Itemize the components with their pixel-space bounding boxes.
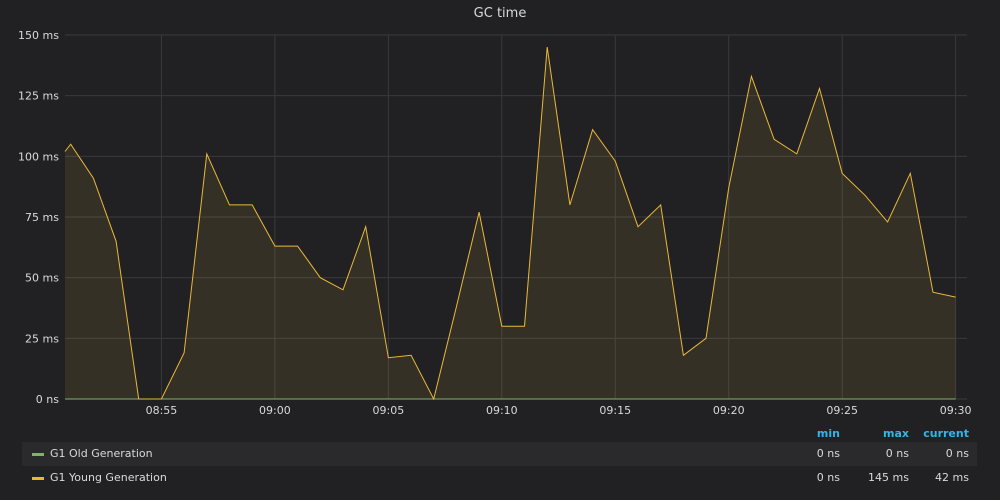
panel-title: GC time	[473, 6, 527, 21]
chart-lines	[64, 47, 956, 401]
x-tick-label: 09:10	[486, 404, 518, 417]
y-tick-label: 75 ms	[25, 211, 59, 224]
series-area-1	[65, 47, 956, 399]
x-tick-label: 09:15	[599, 404, 631, 417]
y-tick-label: 50 ms	[25, 272, 59, 285]
legend-swatch-g1-old	[32, 453, 44, 456]
legend-min-value: 0 ns	[816, 471, 840, 484]
x-tick-label: 09:05	[373, 404, 405, 417]
x-axis-ticks: 08:55 09:00 09:05 09:10 09:15 09:20 09:25 09:30	[146, 404, 972, 417]
legend-series-name[interactable]: G1 Young Generation	[50, 471, 167, 484]
legend-header-min[interactable]: min	[816, 427, 840, 440]
x-tick-label: 09:20	[713, 404, 745, 417]
legend-row-g1-young[interactable]: G1 Young Generation 0 ns 145 ms 42 ms	[22, 466, 977, 490]
legend-row-g1-old[interactable]: G1 Old Generation 0 ns 0 ns 0 ns	[22, 442, 977, 466]
legend-series-name[interactable]: G1 Old Generation	[50, 447, 153, 460]
legend-header-max[interactable]: max	[883, 427, 909, 440]
y-axis-ticks: 0 ns 25 ms 50 ms 75 ms 100 ms 125 ms 150 ms	[18, 29, 59, 406]
x-tick-label: 08:55	[146, 404, 178, 417]
legend-header-current[interactable]: current	[923, 427, 969, 440]
x-tick-label: 09:30	[940, 404, 972, 417]
legend-current-value: 0 ns	[945, 447, 969, 460]
chart-areas	[65, 47, 956, 399]
legend-current-value: 42 ms	[935, 471, 969, 484]
series-line-1	[64, 47, 956, 401]
gc-time-chart: 0 ns 25 ms 50 ms 75 ms 100 ms 125 ms 150 ms 08…	[18, 29, 972, 417]
y-tick-label: 150 ms	[18, 29, 59, 42]
y-tick-label: 125 ms	[18, 90, 59, 103]
x-tick-label: 09:25	[826, 404, 858, 417]
legend-min-value: 0 ns	[816, 447, 840, 460]
legend-swatch-g1-young	[32, 477, 44, 480]
legend-table: min max current G1 Old Generation 0 ns 0…	[22, 424, 977, 490]
legend-max-value: 0 ns	[885, 447, 909, 460]
y-tick-label: 100 ms	[18, 150, 59, 163]
x-tick-label: 09:00	[259, 404, 291, 417]
y-tick-label: 25 ms	[25, 332, 59, 345]
y-tick-label: 0 ns	[36, 393, 59, 406]
legend-max-value: 145 ms	[868, 471, 909, 484]
legend-header: min max current	[22, 424, 977, 442]
